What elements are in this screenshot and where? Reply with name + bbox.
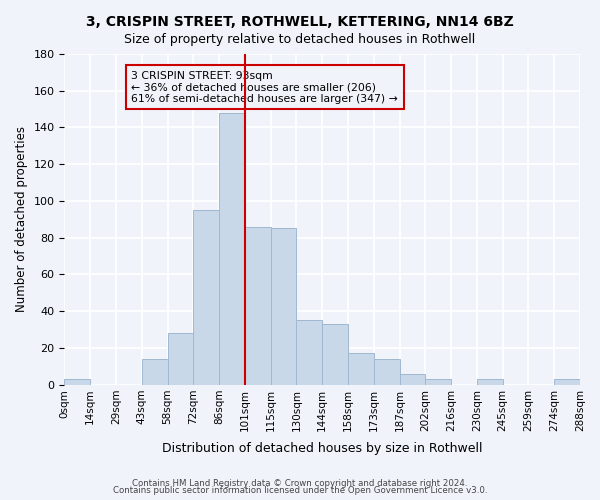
Text: Contains HM Land Registry data © Crown copyright and database right 2024.: Contains HM Land Registry data © Crown c… <box>132 478 468 488</box>
Bar <box>64 379 90 384</box>
Bar <box>142 359 167 384</box>
Bar <box>400 374 425 384</box>
Bar <box>167 333 193 384</box>
Text: Size of property relative to detached houses in Rothwell: Size of property relative to detached ho… <box>124 32 476 46</box>
Bar <box>554 379 580 384</box>
Bar <box>374 359 400 384</box>
Bar <box>219 113 245 384</box>
Bar <box>477 379 503 384</box>
Text: 3 CRISPIN STREET: 93sqm
← 36% of detached houses are smaller (206)
61% of semi-d: 3 CRISPIN STREET: 93sqm ← 36% of detache… <box>131 70 398 104</box>
Bar <box>271 228 296 384</box>
Bar <box>322 324 348 384</box>
Bar <box>193 210 219 384</box>
Bar <box>425 379 451 384</box>
Y-axis label: Number of detached properties: Number of detached properties <box>15 126 28 312</box>
Text: Contains public sector information licensed under the Open Government Licence v3: Contains public sector information licen… <box>113 486 487 495</box>
X-axis label: Distribution of detached houses by size in Rothwell: Distribution of detached houses by size … <box>162 442 482 455</box>
Bar <box>296 320 322 384</box>
Text: 3, CRISPIN STREET, ROTHWELL, KETTERING, NN14 6BZ: 3, CRISPIN STREET, ROTHWELL, KETTERING, … <box>86 15 514 29</box>
Bar <box>348 354 374 384</box>
Bar <box>245 226 271 384</box>
